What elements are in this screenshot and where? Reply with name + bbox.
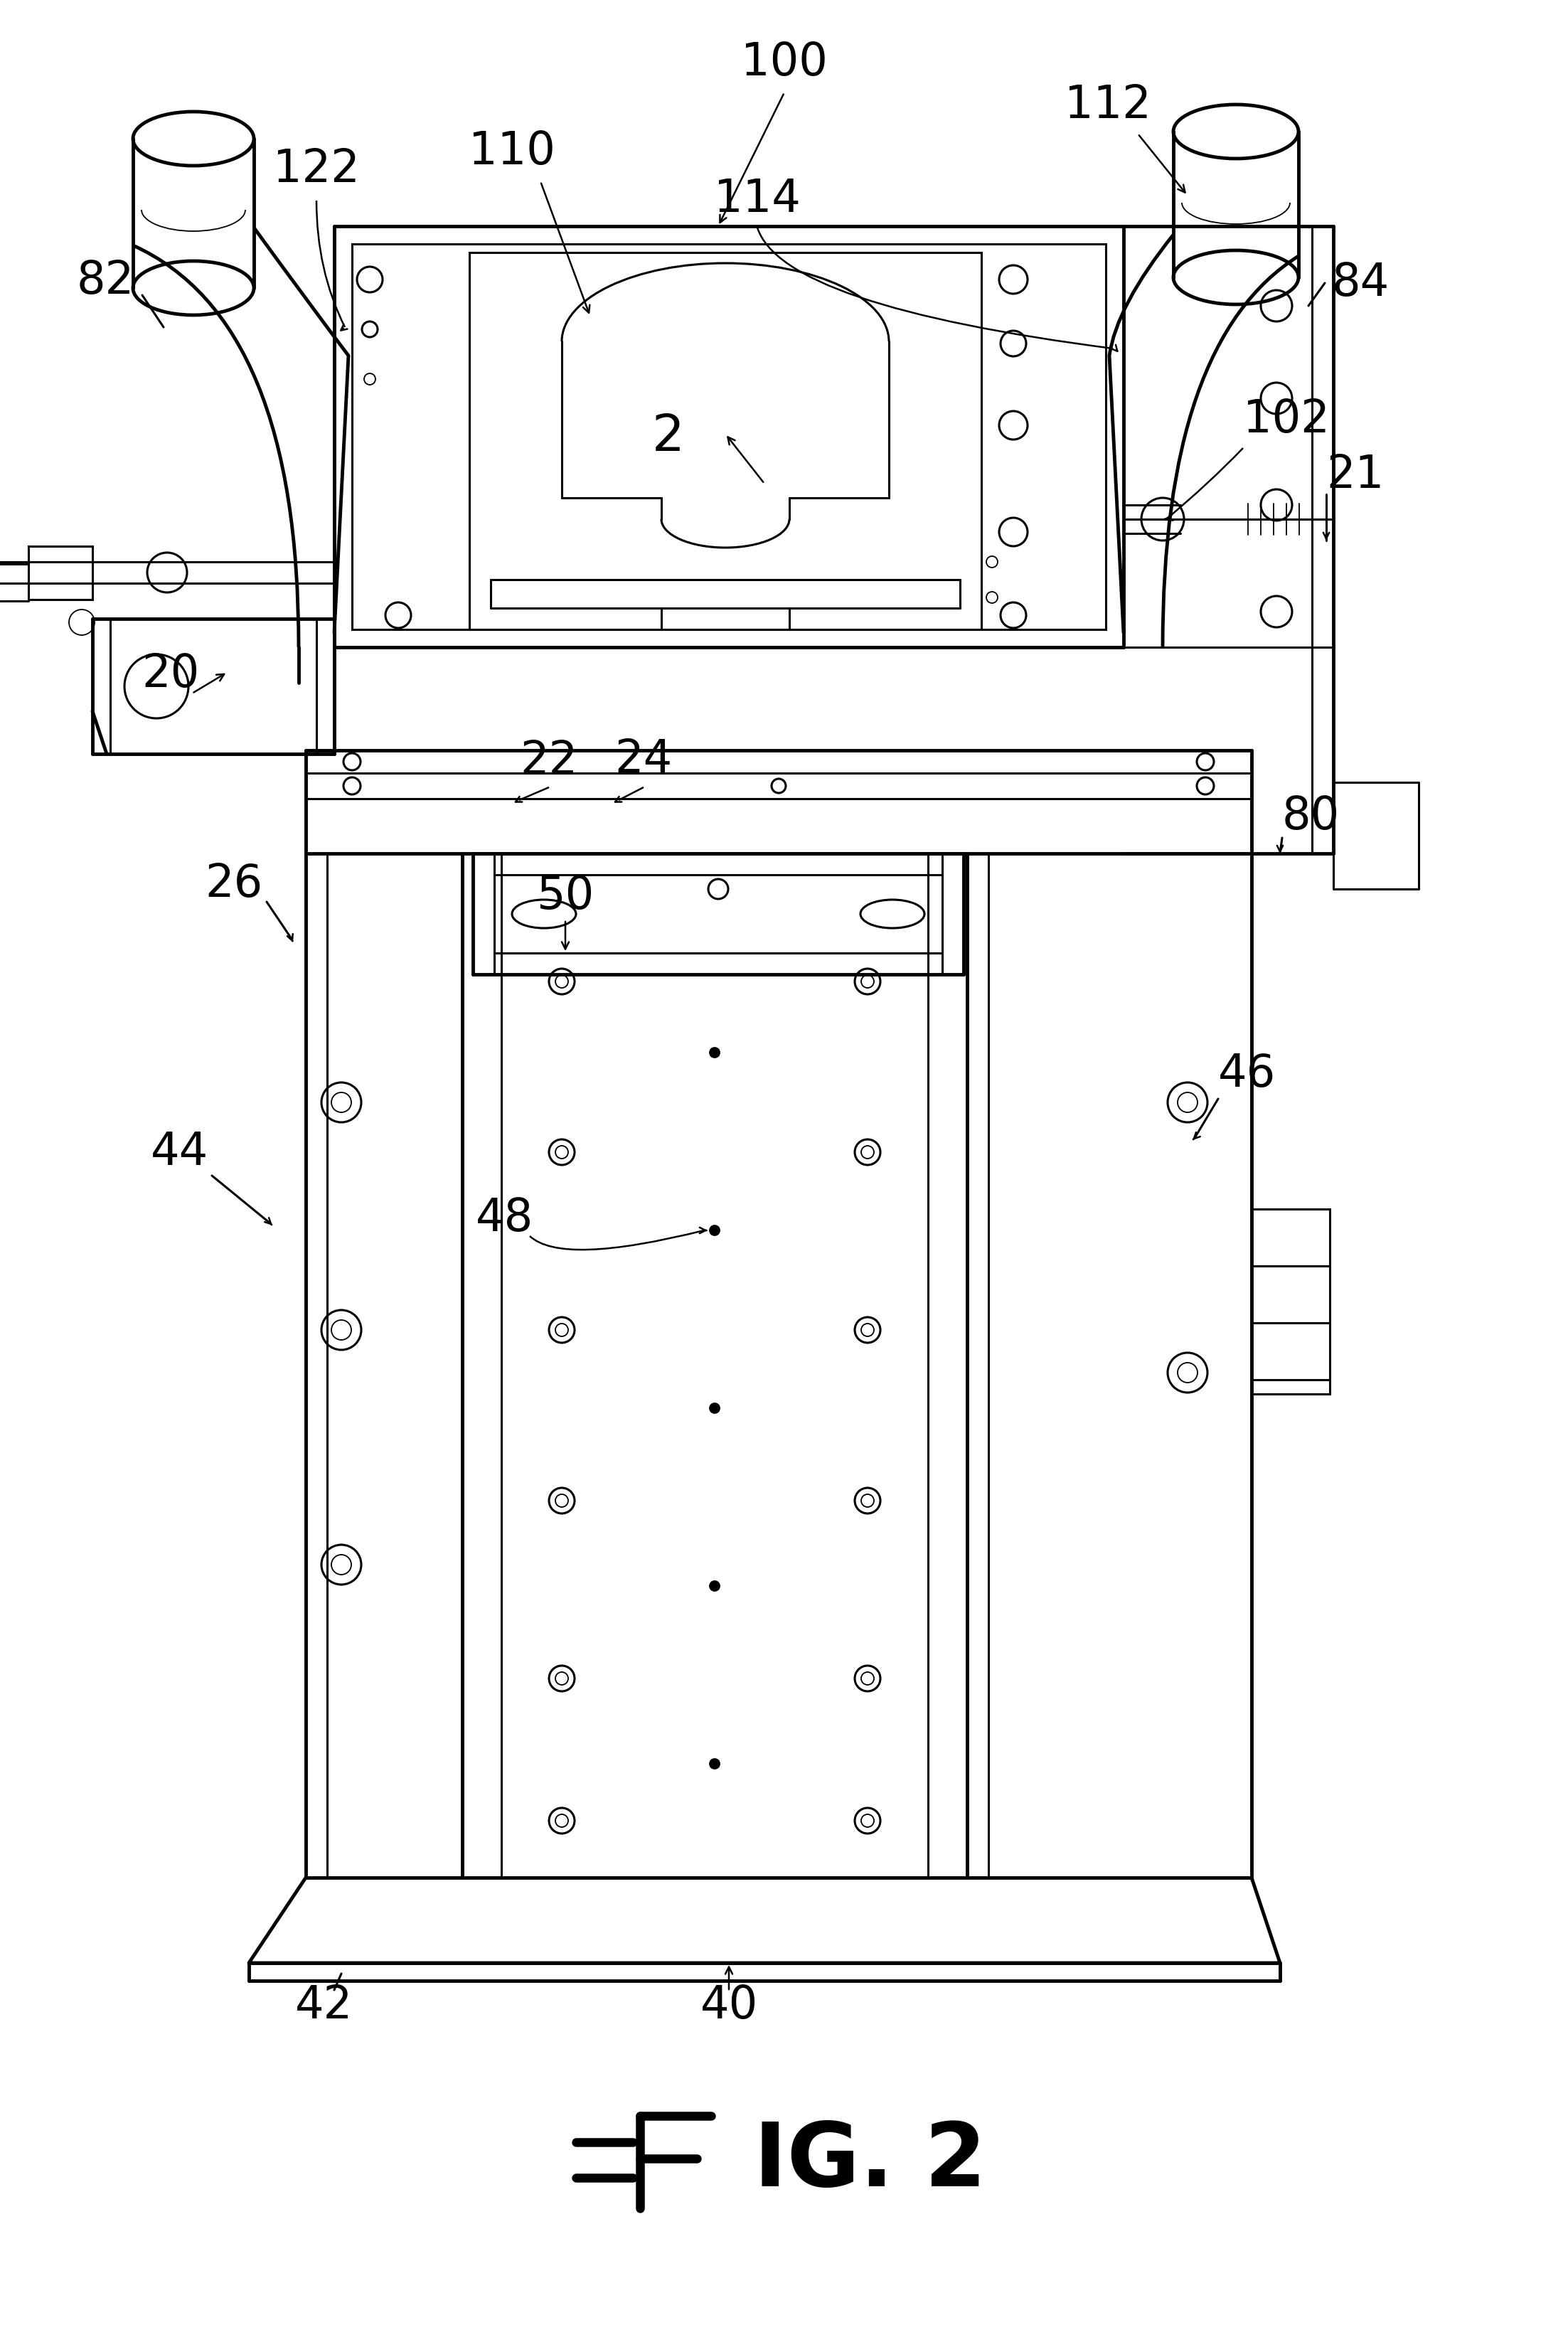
Bar [469, 253, 982, 629]
Text: 44: 44 [151, 1131, 209, 1174]
Circle shape [710, 1582, 720, 1591]
Text: 21: 21 [1327, 453, 1385, 498]
Text: 20: 20 [141, 652, 199, 697]
Text: 24: 24 [615, 737, 673, 782]
Bar [28, 547, 93, 598]
Circle shape [710, 1225, 720, 1235]
Bar [351, 244, 1105, 629]
Text: 80: 80 [1283, 793, 1341, 838]
Text: 50: 50 [536, 873, 594, 918]
Text: 102: 102 [1243, 397, 1330, 441]
Text: 82: 82 [77, 258, 135, 303]
Text: 84: 84 [1331, 261, 1389, 305]
Text: 40: 40 [699, 1983, 757, 2028]
Circle shape [710, 1404, 720, 1413]
Text: 22: 22 [521, 739, 579, 784]
Text: 122: 122 [273, 148, 359, 192]
Circle shape [710, 1047, 720, 1058]
Text: 100: 100 [742, 40, 828, 84]
Bar [1251, 1209, 1330, 1394]
Circle shape [710, 1758, 720, 1770]
Text: 42: 42 [295, 1983, 353, 2028]
Text: IG. 2: IG. 2 [754, 2119, 986, 2206]
Text: 110: 110 [469, 129, 555, 174]
Text: 46: 46 [1218, 1051, 1276, 1096]
Text: 26: 26 [205, 861, 263, 906]
Text: 112: 112 [1065, 82, 1151, 127]
Text: 2: 2 [652, 413, 685, 462]
Text: 114: 114 [713, 176, 801, 221]
Text: 48: 48 [477, 1197, 533, 1239]
